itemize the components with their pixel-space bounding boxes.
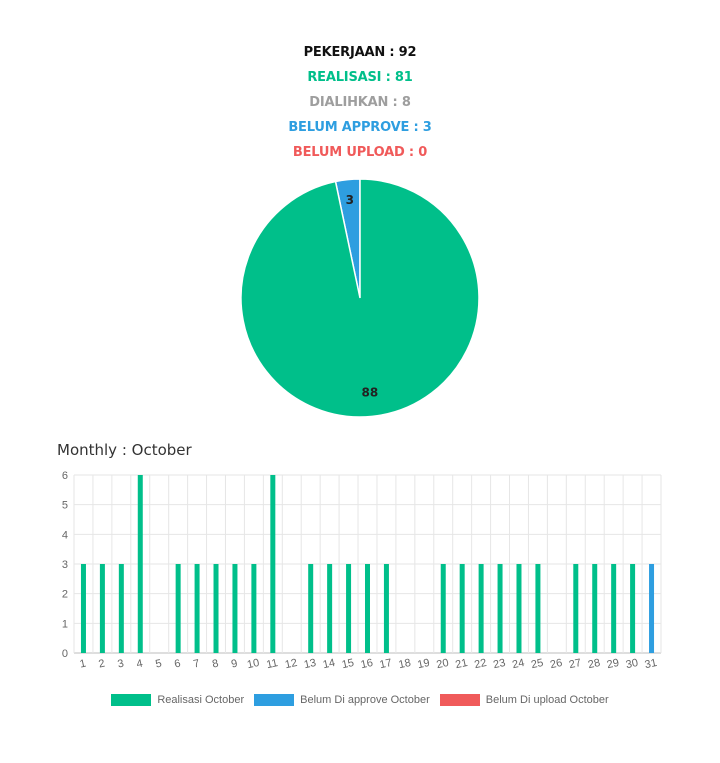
x-tick-label: 20	[435, 657, 449, 671]
bar-realisasi-october-14[interactable]	[327, 564, 333, 653]
bar-realisasi-october-22[interactable]	[478, 564, 484, 653]
x-tick-label: 29	[606, 657, 620, 671]
x-tick-label: 6	[173, 658, 181, 671]
bar-realisasi-october-7[interactable]	[194, 564, 200, 653]
x-tick-label: 28	[587, 657, 601, 671]
bar-realisasi-october-16[interactable]	[365, 564, 370, 653]
bar-realisasi-october-6[interactable]	[175, 564, 181, 653]
y-tick-label: 5	[62, 500, 68, 512]
x-tick-label: 4	[135, 658, 143, 671]
pie-slice-0[interactable]	[240, 178, 480, 418]
bar-realisasi-october-10[interactable]	[251, 564, 257, 653]
x-tick-label: 5	[154, 658, 162, 671]
y-tick-label: 6	[62, 470, 68, 482]
x-tick-label: 3	[116, 658, 124, 671]
x-tick-label: 15	[341, 657, 355, 671]
bar-realisasi-october-11[interactable]	[270, 475, 276, 653]
x-tick-label: 22	[473, 657, 487, 671]
pie-chart: 3 88	[240, 178, 480, 418]
bar-realisasi-october-3[interactable]	[118, 564, 124, 653]
x-tick-label: 18	[398, 657, 412, 671]
legend-item-belum-approve[interactable]: Belum Di approve October	[254, 694, 430, 706]
bar-realisasi-october-28[interactable]	[592, 564, 598, 653]
belum-approve-total: BELUM APPROVE : 3	[288, 120, 432, 135]
x-tick-label: 7	[192, 658, 200, 671]
x-tick-label: 23	[492, 657, 506, 671]
legend-item-realisasi[interactable]: Realisasi October	[111, 694, 244, 706]
x-tick-label: 31	[644, 657, 658, 671]
legend-label-realisasi: Realisasi October	[157, 694, 245, 706]
x-tick-label: 21	[454, 657, 468, 671]
bar-realisasi-october-17[interactable]	[383, 564, 389, 653]
legend-label-belum-approve: Belum Di approve October	[300, 694, 430, 706]
x-tick-label: 11	[265, 657, 279, 671]
x-tick-label: 30	[625, 657, 639, 671]
y-tick-label: 2	[62, 589, 68, 601]
belum-upload-total: BELUM UPLOAD : 0	[292, 145, 428, 160]
y-tick-label: 0	[62, 648, 68, 660]
bar-realisasi-october-30[interactable]	[630, 564, 636, 653]
bar-realisasi-october-24[interactable]	[516, 564, 522, 653]
legend-swatch-realisasi	[111, 694, 152, 706]
bar-belum-di-approve-october-31[interactable]	[649, 564, 655, 653]
bar-realisasi-october-15[interactable]	[346, 564, 352, 653]
x-tick-label: 13	[303, 657, 317, 671]
bar-realisasi-october-9[interactable]	[232, 564, 238, 653]
bar-realisasi-october-23[interactable]	[497, 564, 503, 653]
x-tick-label: 14	[322, 657, 336, 671]
bar-realisasi-october-1[interactable]	[80, 564, 86, 653]
y-tick-label: 1	[62, 618, 68, 630]
x-tick-label: 19	[416, 657, 430, 671]
x-tick-label: 24	[511, 657, 525, 671]
bar-realisasi-october-4[interactable]	[137, 475, 143, 653]
bar-realisasi-october-29[interactable]	[611, 564, 617, 653]
y-tick-label: 4	[62, 529, 68, 541]
x-tick-label: 16	[360, 657, 374, 671]
bar-realisasi-october-27[interactable]	[573, 564, 579, 653]
bar-realisasi-october-25[interactable]	[535, 564, 541, 653]
pie-data-label-0: 88	[361, 386, 378, 400]
x-tick-label: 9	[230, 658, 238, 671]
y-tick-label: 3	[62, 559, 68, 571]
legend-label-belum-upload: Belum Di upload October	[485, 694, 609, 706]
pekerjaan-total: PEKERJAAN : 92	[303, 45, 417, 60]
x-tick-label: 26	[549, 657, 563, 671]
legend-swatch-belum-approve	[254, 694, 295, 706]
chart-legend: Realisasi October Belum Di approve Octob…	[0, 694, 720, 706]
bar-realisasi-october-21[interactable]	[459, 564, 465, 653]
dialihkan-total: DIALIHKAN : 8	[309, 95, 411, 110]
bar-realisasi-october-13[interactable]	[308, 564, 314, 653]
legend-item-belum-upload[interactable]: Belum Di upload October	[439, 694, 609, 706]
bar-realisasi-october-20[interactable]	[440, 564, 446, 653]
realisasi-total: REALISASI : 81	[307, 70, 413, 85]
bar-realisasi-october-2[interactable]	[99, 564, 105, 653]
summary-stats: PEKERJAAN : 92 REALISASI : 81 DIALIHKAN …	[0, 40, 720, 165]
x-tick-label: 8	[211, 658, 219, 671]
x-tick-label: 2	[98, 658, 106, 671]
x-tick-label: 17	[379, 657, 393, 671]
pie-data-label-1: 3	[346, 193, 354, 207]
x-tick-label: 1	[79, 658, 87, 671]
x-tick-label: 25	[530, 657, 544, 671]
x-tick-label: 27	[568, 657, 582, 671]
monthly-title: Monthly : October	[57, 441, 192, 459]
legend-swatch-belum-upload	[439, 694, 480, 706]
x-tick-label: 12	[284, 657, 298, 671]
bar-realisasi-october-8[interactable]	[213, 564, 219, 653]
x-tick-label: 10	[246, 657, 260, 671]
